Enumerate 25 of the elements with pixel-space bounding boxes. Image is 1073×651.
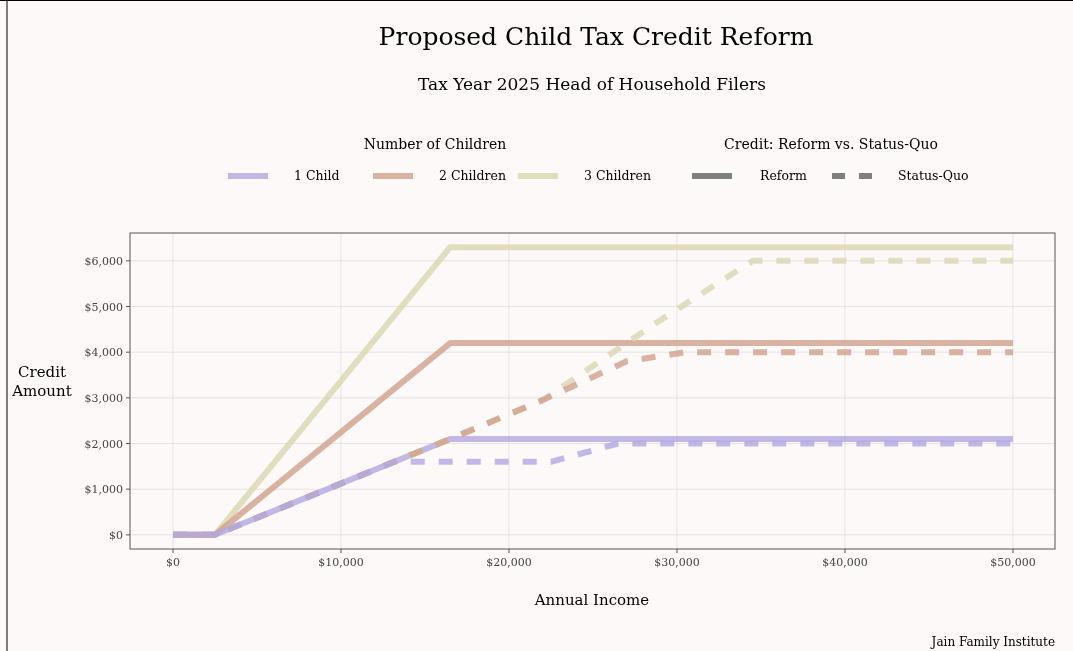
legend-title: Number of Children (363, 136, 507, 152)
legend-label: 2 Children (439, 168, 506, 183)
text: Credit: Reform vs. Status-Quo (724, 136, 938, 152)
text: Reform (760, 168, 807, 183)
chart-subtitle: Tax Year 2025 Head of Household Filers (418, 74, 766, 94)
legend-label: 1 Child (294, 168, 340, 183)
x-tick-label: $20,000 (486, 556, 532, 569)
y-tick-label: $6,000 (84, 254, 123, 268)
y-tick-label: $5,000 (84, 300, 123, 314)
y-tick-label: $3,000 (84, 391, 123, 405)
x-tick-label: $40,000 (822, 556, 868, 569)
chart-title: Proposed Child Tax Credit Reform (378, 22, 814, 51)
y-axis-title: Credit Amount (11, 363, 72, 400)
y-tick-label: $1,000 (84, 483, 123, 497)
text: Jain Family Institute (929, 635, 1055, 649)
x-tick-label: $0 (166, 556, 181, 569)
y-tick-label: $2,000 (84, 437, 123, 451)
y-tick-label: $0 (109, 528, 123, 542)
x-tick-label: $50,000 (990, 556, 1036, 569)
x-tick-label: $30,000 (654, 556, 700, 569)
x-axis-title: Annual Income (533, 591, 650, 609)
x-tick-label: $10,000 (318, 556, 364, 569)
text: Status-Quo (898, 168, 969, 183)
y-tick-label: $4,000 (84, 346, 123, 360)
legend-label: 3 Children (584, 168, 651, 183)
